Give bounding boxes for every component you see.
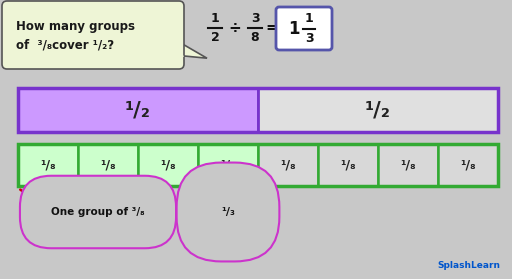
Text: ¹/₂: ¹/₂ — [365, 100, 391, 120]
FancyBboxPatch shape — [2, 1, 184, 69]
Polygon shape — [177, 42, 184, 57]
Text: ¹/₈: ¹/₈ — [40, 158, 56, 172]
Text: SplashLearn: SplashLearn — [437, 261, 500, 270]
Text: ¹/₂: ¹/₂ — [125, 100, 151, 120]
Text: ¹/₈: ¹/₈ — [340, 158, 356, 172]
Text: 3: 3 — [251, 12, 259, 25]
Text: 1: 1 — [288, 20, 300, 37]
Text: 1: 1 — [305, 11, 313, 25]
Bar — [258, 144, 318, 186]
Bar — [198, 144, 258, 186]
Bar — [258, 88, 498, 132]
Bar — [318, 144, 378, 186]
Text: ¹/₈: ¹/₈ — [460, 158, 476, 172]
Text: One group of ³/₈: One group of ³/₈ — [51, 207, 145, 217]
Polygon shape — [177, 41, 207, 58]
Text: ¹/₈: ¹/₈ — [100, 158, 116, 172]
Text: ¹/₃: ¹/₃ — [221, 207, 235, 217]
Text: How many groups: How many groups — [16, 20, 135, 33]
Text: ¹/₈: ¹/₈ — [280, 158, 296, 172]
Text: ¹/₈: ¹/₈ — [220, 158, 236, 172]
Text: 2: 2 — [210, 31, 219, 44]
Bar — [18, 144, 498, 186]
Bar — [18, 144, 78, 186]
Bar — [18, 88, 498, 132]
Text: =: = — [266, 20, 279, 35]
Text: 3: 3 — [305, 32, 313, 45]
Bar — [78, 144, 138, 186]
Bar — [138, 144, 198, 186]
Bar — [18, 88, 258, 132]
Text: 8: 8 — [251, 31, 259, 44]
Text: 1: 1 — [210, 12, 219, 25]
Bar — [378, 144, 438, 186]
Text: ¹/₈: ¹/₈ — [160, 158, 176, 172]
Text: ¹/₈: ¹/₈ — [400, 158, 416, 172]
Text: ÷: ÷ — [229, 20, 241, 35]
FancyBboxPatch shape — [276, 7, 332, 50]
Bar — [438, 144, 498, 186]
Text: of  ³/₈cover ¹/₂?: of ³/₈cover ¹/₂? — [16, 38, 114, 51]
